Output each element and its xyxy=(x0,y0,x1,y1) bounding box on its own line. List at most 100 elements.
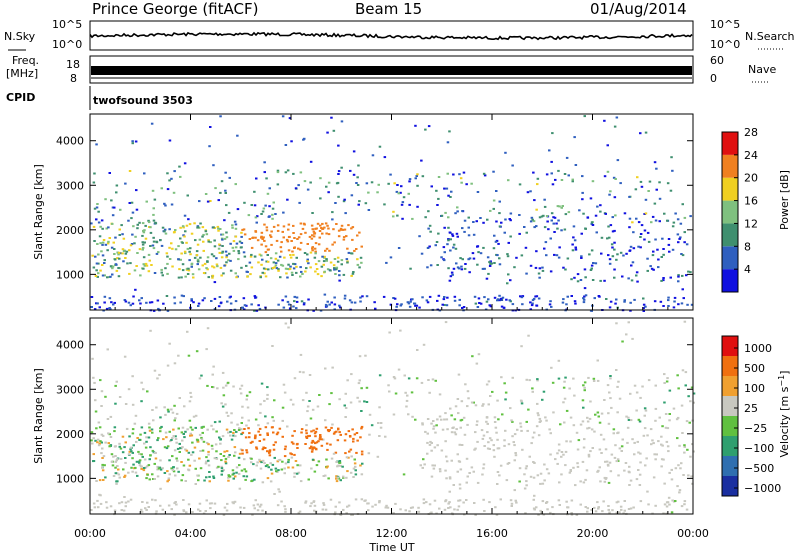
range-gate-cell xyxy=(614,302,617,305)
range-gate-cell xyxy=(141,248,144,251)
range-gate-cell xyxy=(112,241,115,244)
range-gate-cell xyxy=(599,204,602,207)
range-gate-cell xyxy=(136,227,139,230)
range-gate-cell xyxy=(95,206,99,209)
range-gate-cell xyxy=(108,172,111,174)
range-gate-cell xyxy=(347,456,350,459)
range-gate-cell xyxy=(221,238,224,241)
range-gate-cell xyxy=(250,461,253,464)
range-gate-cell xyxy=(145,436,148,439)
range-gate-cell xyxy=(309,417,313,420)
range-gate-cell xyxy=(273,266,276,269)
range-gate-cell xyxy=(342,200,346,203)
range-gate-cell xyxy=(220,274,223,277)
range-gate-cell xyxy=(102,239,106,241)
range-gate-cell xyxy=(211,373,214,376)
range-gate-cell xyxy=(533,494,536,497)
range-gate-cell xyxy=(286,300,290,303)
range-gate-cell xyxy=(281,264,285,267)
range-gate-cell xyxy=(443,226,446,229)
range-gate-cell xyxy=(299,233,303,236)
range-gate-cell xyxy=(261,481,265,484)
range-gate-cell xyxy=(590,267,593,270)
range-gate-cell xyxy=(449,238,452,241)
range-gate-cell xyxy=(142,267,145,270)
range-gate-cell xyxy=(218,436,221,439)
range-gate-cell xyxy=(599,210,602,213)
range-gate-cell xyxy=(552,216,555,219)
range-gate-cell xyxy=(457,505,461,508)
range-gate-cell xyxy=(255,446,258,449)
freq-right-label: Nave xyxy=(748,63,776,76)
range-gate-cell xyxy=(114,402,117,405)
range-gate-cell xyxy=(355,432,359,434)
range-gate-cell xyxy=(468,472,471,474)
range-gate-cell xyxy=(474,513,477,516)
range-gate-cell xyxy=(325,259,328,262)
range-gate-cell xyxy=(649,428,653,431)
range-gate-cell xyxy=(263,399,266,402)
range-gate-cell xyxy=(531,218,534,221)
range-gate-cell xyxy=(483,510,486,512)
range-gate-cell xyxy=(434,431,437,434)
range-gate-cell xyxy=(631,438,634,441)
range-gate-cell xyxy=(594,262,598,265)
range-gate-cell xyxy=(90,306,93,308)
range-gate-cell xyxy=(428,443,432,446)
range-gate-cell xyxy=(597,415,600,418)
range-gate-cell xyxy=(254,230,258,233)
range-gate-cell xyxy=(149,329,152,332)
range-gate-cell xyxy=(679,236,682,239)
range-gate-cell xyxy=(439,470,442,473)
range-gate-cell xyxy=(611,246,614,249)
range-gate-cell xyxy=(327,233,331,236)
range-gate-cell xyxy=(609,377,612,380)
freq-right-tick-top: 60 xyxy=(710,54,724,67)
range-gate-cell xyxy=(274,262,278,265)
range-gate-cell xyxy=(666,182,670,185)
range-gate-cell xyxy=(212,428,215,431)
range-gate-cell xyxy=(408,180,411,183)
range-gate-cell xyxy=(95,143,98,146)
range-gate-cell xyxy=(345,456,349,459)
range-gate-cell xyxy=(330,426,333,429)
range-gate-cell xyxy=(95,302,98,305)
range-gate-cell xyxy=(224,189,227,192)
range-gate-cell xyxy=(670,156,673,159)
range-gate-cell xyxy=(197,508,200,511)
range-gate-cell xyxy=(212,255,216,258)
range-gate-cell xyxy=(334,273,337,275)
range-gate-cell xyxy=(383,156,387,159)
range-gate-cell xyxy=(274,213,277,215)
range-gate-cell xyxy=(589,450,592,453)
range-gate-cell xyxy=(152,240,156,243)
range-gate-cell xyxy=(241,449,244,452)
range-gate-cell xyxy=(292,253,295,256)
range-gate-cell xyxy=(264,204,267,207)
range-gate-cell xyxy=(689,400,692,403)
range-gate-cell xyxy=(610,406,613,409)
range-gate-cell xyxy=(603,399,606,401)
range-gate-cell xyxy=(584,227,587,230)
range-gate-cell xyxy=(271,213,274,216)
range-gate-cell xyxy=(101,434,105,437)
range-gate-cell xyxy=(216,225,220,228)
range-gate-cell xyxy=(143,264,147,267)
range-gate-cell xyxy=(264,465,268,468)
range-gate-cell xyxy=(552,411,555,414)
range-gate-cell xyxy=(319,434,322,436)
range-gate-cell xyxy=(338,279,341,282)
range-gate-cell xyxy=(335,480,339,483)
range-gate-cell xyxy=(658,220,661,223)
range-gate-cell xyxy=(451,233,454,236)
range-gate-cell xyxy=(124,501,128,504)
range-gate-cell xyxy=(231,473,234,476)
range-gate-cell xyxy=(481,473,484,476)
range-gate-cell xyxy=(350,227,353,230)
range-gate-cell xyxy=(213,245,217,248)
range-gate-cell xyxy=(220,473,223,476)
range-gate-cell xyxy=(525,272,528,275)
range-gate-cell xyxy=(121,248,125,251)
range-gate-cell xyxy=(342,273,346,276)
range-gate-cell xyxy=(274,257,278,260)
